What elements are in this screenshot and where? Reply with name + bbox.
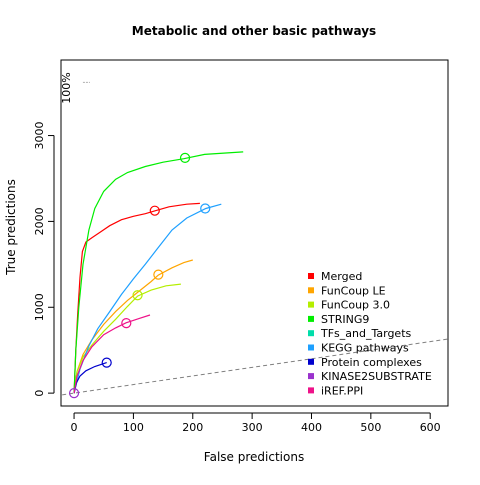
x-tick-label: 500 [360,421,381,434]
x-tick-label: 600 [420,421,441,434]
legend-swatch [308,373,314,380]
series-marker-funcoup-3-0 [132,290,143,301]
legend-swatch [308,273,314,279]
legend-swatch [308,287,314,294]
plot-area-frame [60,59,449,407]
origin-marker [68,388,80,399]
series-line-merged [73,202,200,394]
percent-annotation: 100% [60,72,73,103]
legend-swatch [308,330,314,337]
legend-label: TFs_and_Targets [320,327,412,340]
legend-label: Protein complexes [321,356,422,369]
series-marker-merged [149,205,160,216]
series-line-kegg-pathways [73,203,222,394]
series-marker-iref-ppi [121,318,132,329]
series-layer [68,151,244,399]
series-line-funcoup-le [73,259,193,394]
x-axis-label: False predictions [204,450,304,464]
series-marker-kegg-pathways [200,203,211,214]
x-tick-label: 100 [123,421,144,434]
y-tick-label: 1000 [33,293,46,321]
series-line-funcoup-3-0 [73,283,181,394]
x-tick-label: 400 [301,421,322,434]
y-axis: 0 1000 2000 3000 [33,122,55,397]
y-tick-label: 3000 [33,122,46,150]
diagonal-reference-layer [62,81,449,396]
y-tick-label: 0 [33,390,46,397]
legend-label: FunCoup LE [321,284,386,297]
x-tick-label: 300 [242,421,263,434]
series-marker-funcoup-le [153,269,164,280]
y-axis-label: True predictions [4,179,18,276]
legend-swatch [308,358,314,365]
legend-label: STRING9 [321,313,369,326]
x-tick-label: 200 [182,421,203,434]
legend-label: KINASE2SUBSTRATE [321,370,432,383]
legend-label: iREF.PPI [321,384,363,397]
y-tick-label: 2000 [33,207,46,235]
diagonal-reference-line [62,338,449,396]
x-axis: 0 100 200 300 400 500 600 [71,412,441,434]
legend-label: FunCoup 3.0 [321,299,390,312]
x-tick-label: 0 [71,421,78,434]
series-marker-protein-complexes [101,357,112,368]
legend-swatch [308,387,314,394]
legend-label: KEGG pathways [321,342,409,355]
legend-swatch [308,315,314,322]
series-marker-string9 [179,152,191,163]
series-line-iref-ppi [73,314,151,394]
chart-title: Metabolic and other basic pathways [132,24,376,38]
legend-swatch [308,301,314,308]
legend-swatch [308,344,314,351]
legend-label: Merged [321,270,362,283]
